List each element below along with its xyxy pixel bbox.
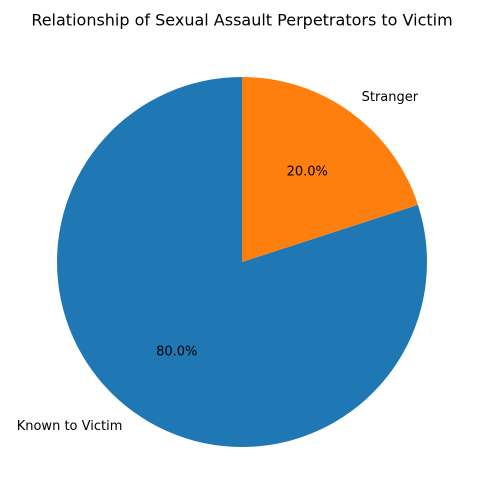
value-label: 20.0% <box>287 165 328 180</box>
value-label: 80.0% <box>156 344 197 359</box>
slice-label: Known to Victim <box>17 419 123 434</box>
pie-slice <box>242 77 418 262</box>
chart-title: Relationship of Sexual Assault Perpetrat… <box>31 11 452 30</box>
slice-label: Stranger <box>362 90 419 105</box>
